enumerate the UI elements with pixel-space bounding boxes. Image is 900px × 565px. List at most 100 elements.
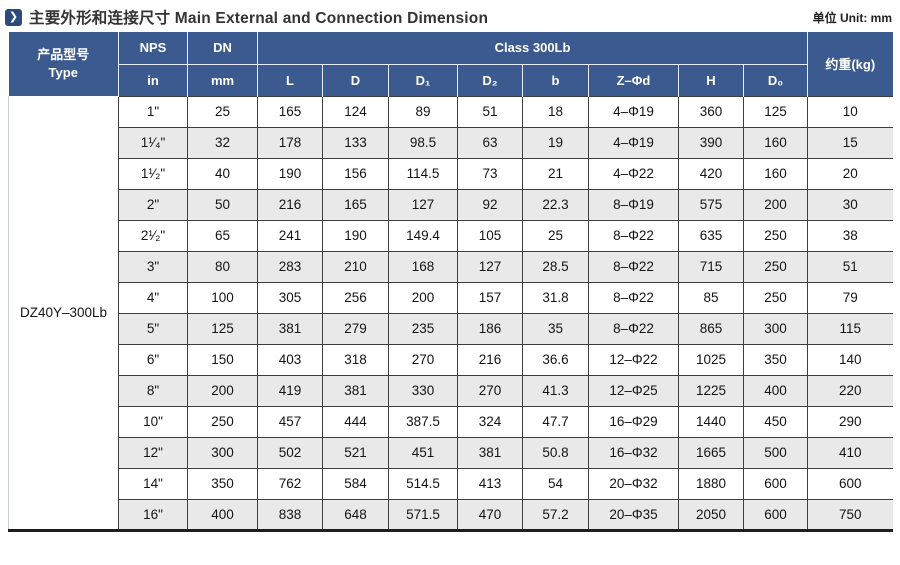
cell: 762 <box>257 467 323 500</box>
col-dn-unit-header: mm <box>187 64 258 96</box>
cell: 1¹⁄₄" <box>118 126 188 159</box>
cell: 300 <box>743 312 808 345</box>
table-row: 2" 50 216 165 127 92 22.3 8–Φ19 575 200 30 <box>9 188 893 221</box>
cell: 575 <box>678 188 744 221</box>
title-bar: ❯ 主要外形和连接尺寸 Main External and Connection… <box>0 0 900 32</box>
cell: 514.5 <box>388 467 458 500</box>
col-weight-header: 约重(kg) <box>807 32 893 96</box>
cell: 571.5 <box>388 498 458 532</box>
cell: 51 <box>807 250 893 283</box>
cell: 200 <box>388 281 458 314</box>
table-header: 产品型号 Type NPS DN Class 300Lb 约重(kg) in m… <box>8 32 893 96</box>
col-class-group-header: Class 300Lb <box>257 32 808 65</box>
table-row: 16" 400 838 648 571.5 470 57.2 20–Φ35 2050 600 750 <box>9 498 893 532</box>
cell: 420 <box>678 157 744 190</box>
cell: 1¹⁄₂" <box>118 157 188 190</box>
table-row: 2¹⁄₂" 65 241 190 149.4 105 25 8–Φ22 635 250 38 <box>9 219 893 252</box>
col-type-header-cn: 产品型号 <box>37 47 90 63</box>
col-h-header: H <box>678 64 744 96</box>
cell: 12–Φ25 <box>588 374 679 407</box>
cell: 89 <box>388 95 458 128</box>
cell: 1880 <box>678 467 744 500</box>
cell: 8–Φ22 <box>588 281 679 314</box>
cell: 403 <box>257 343 323 376</box>
table-row: 4" 100 305 256 200 157 31.8 8–Φ22 85 250 79 <box>9 281 893 314</box>
cell: 85 <box>678 281 744 314</box>
cell: 18 <box>522 95 589 128</box>
cell: 1025 <box>678 343 744 376</box>
cell: 125 <box>743 95 808 128</box>
cell: 105 <box>457 219 523 252</box>
col-d1-header: D₁ <box>388 64 458 96</box>
cell: 73 <box>457 157 523 190</box>
cell: 125 <box>187 312 258 345</box>
cell: 150 <box>187 343 258 376</box>
cell: 50.8 <box>522 436 589 469</box>
cell: 4–Φ19 <box>588 95 679 128</box>
col-zphid-header: Z–Φd <box>588 64 679 96</box>
cell: 36.6 <box>522 343 589 376</box>
col-d0-header: D₀ <box>743 64 808 96</box>
cell: 270 <box>388 343 458 376</box>
cell: 14" <box>118 467 188 500</box>
cell: 30 <box>807 188 893 221</box>
cell: 750 <box>807 498 893 532</box>
cell: 157 <box>457 281 523 314</box>
cell: 250 <box>743 219 808 252</box>
cell: 216 <box>257 188 323 221</box>
cell: 41.3 <box>522 374 589 407</box>
cell: 865 <box>678 312 744 345</box>
cell: 470 <box>457 498 523 532</box>
cell: 324 <box>457 405 523 438</box>
cell: 63 <box>457 126 523 159</box>
table-row: 1¹⁄₄" 32 178 133 98.5 63 19 4–Φ19 390 160 15 <box>9 126 893 159</box>
cell: 10" <box>118 405 188 438</box>
cell: 168 <box>388 250 458 283</box>
cell: 635 <box>678 219 744 252</box>
cell: 330 <box>388 374 458 407</box>
cell: 216 <box>457 343 523 376</box>
cell: 35 <box>522 312 589 345</box>
col-d2-header: D₂ <box>457 64 523 96</box>
cell: 200 <box>743 188 808 221</box>
cell: 279 <box>322 312 389 345</box>
cell: 178 <box>257 126 323 159</box>
product-type-cell: DZ40Y–300Lb <box>8 96 119 532</box>
table-row: 6" 150 403 318 270 216 36.6 12–Φ22 1025 350 140 <box>9 343 893 376</box>
cell: 8–Φ19 <box>588 188 679 221</box>
cell: 256 <box>322 281 389 314</box>
cell: 160 <box>743 157 808 190</box>
cell: 1440 <box>678 405 744 438</box>
cell: 1665 <box>678 436 744 469</box>
cell: 114.5 <box>388 157 458 190</box>
cell: 8–Φ22 <box>588 219 679 252</box>
cell: 54 <box>522 467 589 500</box>
cell: 31.8 <box>522 281 589 314</box>
dimension-table: 产品型号 Type NPS DN Class 300Lb 约重(kg) in m… <box>8 32 893 532</box>
cell: 16–Φ29 <box>588 405 679 438</box>
cell: 190 <box>322 219 389 252</box>
col-type-header: 产品型号 Type <box>8 32 119 96</box>
cell: 40 <box>187 157 258 190</box>
cell: 165 <box>257 95 323 128</box>
cell: 500 <box>743 436 808 469</box>
cell: 2¹⁄₂" <box>118 219 188 252</box>
cell: 8" <box>118 374 188 407</box>
cell: 381 <box>457 436 523 469</box>
cell: 250 <box>743 250 808 283</box>
cell: 149.4 <box>388 219 458 252</box>
cell: 250 <box>743 281 808 314</box>
cell: 648 <box>322 498 389 532</box>
cell: 350 <box>743 343 808 376</box>
col-dn-header: DN <box>187 32 258 65</box>
cell: 235 <box>388 312 458 345</box>
unit-label: 单位 Unit: mm <box>812 10 892 25</box>
cell: 584 <box>322 467 389 500</box>
cell: 4–Φ22 <box>588 157 679 190</box>
cell: 19 <box>522 126 589 159</box>
col-nps-unit-header: in <box>118 64 188 96</box>
col-nps-header: NPS <box>118 32 188 65</box>
cell: 1" <box>118 95 188 128</box>
table-row: 1¹⁄₂" 40 190 156 114.5 73 21 4–Φ22 420 160 20 <box>9 157 893 190</box>
cell: 250 <box>187 405 258 438</box>
